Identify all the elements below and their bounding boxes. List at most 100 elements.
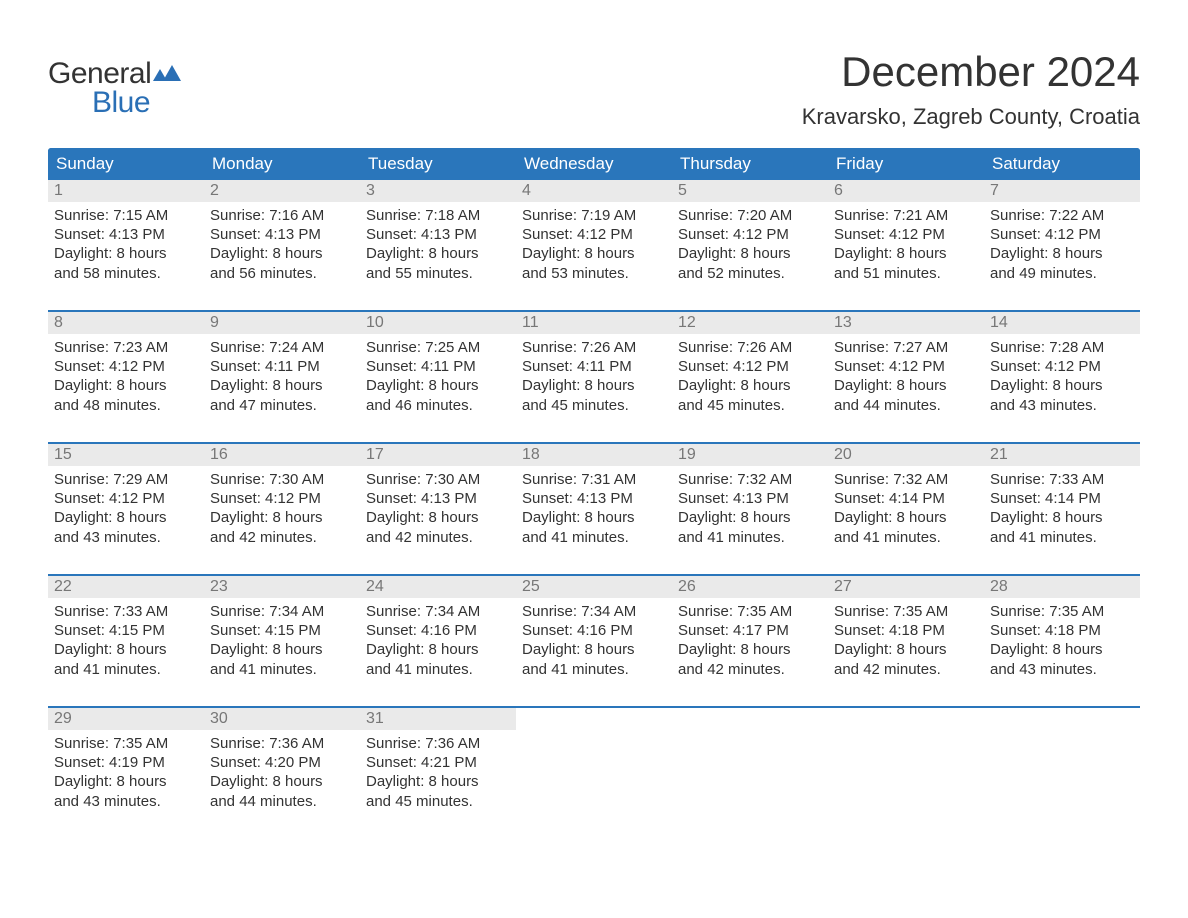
- day-sunset: Sunset: 4:12 PM: [678, 357, 822, 376]
- day-body: Sunrise: 7:15 AMSunset: 4:13 PMDaylight:…: [48, 202, 204, 289]
- day-cell: 22Sunrise: 7:33 AMSunset: 4:15 PMDayligh…: [48, 576, 204, 688]
- day-d2: and 41 minutes.: [522, 660, 666, 679]
- day-cell: [828, 708, 984, 820]
- day-d1: Daylight: 8 hours: [366, 508, 510, 527]
- day-d1: Daylight: 8 hours: [678, 508, 822, 527]
- week-row: 29Sunrise: 7:35 AMSunset: 4:19 PMDayligh…: [48, 706, 1140, 820]
- day-sunset: Sunset: 4:12 PM: [990, 357, 1134, 376]
- day-cell: 23Sunrise: 7:34 AMSunset: 4:15 PMDayligh…: [204, 576, 360, 688]
- day-d2: and 43 minutes.: [990, 396, 1134, 415]
- day-d2: and 55 minutes.: [366, 264, 510, 283]
- day-number: 19: [672, 444, 828, 466]
- day-d2: and 41 minutes.: [678, 528, 822, 547]
- day-d1: Daylight: 8 hours: [834, 376, 978, 395]
- day-body: Sunrise: 7:33 AMSunset: 4:15 PMDaylight:…: [48, 598, 204, 685]
- day-number: 4: [516, 180, 672, 202]
- day-cell: [672, 708, 828, 820]
- day-sunset: Sunset: 4:18 PM: [990, 621, 1134, 640]
- day-sunset: Sunset: 4:19 PM: [54, 753, 198, 772]
- dow-cell: Thursday: [672, 148, 828, 180]
- day-sunrise: Sunrise: 7:35 AM: [678, 602, 822, 621]
- day-d1: Daylight: 8 hours: [834, 640, 978, 659]
- weeks-container: 1Sunrise: 7:15 AMSunset: 4:13 PMDaylight…: [48, 180, 1140, 820]
- day-d2: and 43 minutes.: [54, 528, 198, 547]
- day-number: 16: [204, 444, 360, 466]
- day-cell: 18Sunrise: 7:31 AMSunset: 4:13 PMDayligh…: [516, 444, 672, 556]
- day-d1: Daylight: 8 hours: [990, 508, 1134, 527]
- day-sunrise: Sunrise: 7:30 AM: [366, 470, 510, 489]
- location-subtitle: Kravarsko, Zagreb County, Croatia: [802, 104, 1140, 130]
- day-body: Sunrise: 7:36 AMSunset: 4:20 PMDaylight:…: [204, 730, 360, 817]
- day-number: 15: [48, 444, 204, 466]
- day-number: 17: [360, 444, 516, 466]
- day-d1: Daylight: 8 hours: [366, 640, 510, 659]
- day-sunset: Sunset: 4:11 PM: [366, 357, 510, 376]
- day-body: Sunrise: 7:36 AMSunset: 4:21 PMDaylight:…: [360, 730, 516, 817]
- day-body: Sunrise: 7:35 AMSunset: 4:17 PMDaylight:…: [672, 598, 828, 685]
- day-d1: Daylight: 8 hours: [990, 244, 1134, 263]
- day-number: 5: [672, 180, 828, 202]
- day-d1: Daylight: 8 hours: [678, 244, 822, 263]
- day-number: 25: [516, 576, 672, 598]
- day-sunrise: Sunrise: 7:35 AM: [54, 734, 198, 753]
- day-sunrise: Sunrise: 7:15 AM: [54, 206, 198, 225]
- day-number: 31: [360, 708, 516, 730]
- day-body: Sunrise: 7:35 AMSunset: 4:19 PMDaylight:…: [48, 730, 204, 817]
- day-number: 13: [828, 312, 984, 334]
- week-row: 15Sunrise: 7:29 AMSunset: 4:12 PMDayligh…: [48, 442, 1140, 556]
- day-body: Sunrise: 7:21 AMSunset: 4:12 PMDaylight:…: [828, 202, 984, 289]
- logo-word-blue: Blue: [48, 89, 181, 118]
- day-body: Sunrise: 7:34 AMSunset: 4:16 PMDaylight:…: [516, 598, 672, 685]
- day-sunrise: Sunrise: 7:23 AM: [54, 338, 198, 357]
- day-d1: Daylight: 8 hours: [678, 640, 822, 659]
- day-sunset: Sunset: 4:12 PM: [834, 225, 978, 244]
- day-body: Sunrise: 7:30 AMSunset: 4:13 PMDaylight:…: [360, 466, 516, 553]
- day-d1: Daylight: 8 hours: [990, 640, 1134, 659]
- day-body: Sunrise: 7:25 AMSunset: 4:11 PMDaylight:…: [360, 334, 516, 421]
- day-body: Sunrise: 7:31 AMSunset: 4:13 PMDaylight:…: [516, 466, 672, 553]
- calendar-page: General Blue December 2024 Kravarsko, Za…: [0, 0, 1188, 820]
- dow-cell: Monday: [204, 148, 360, 180]
- day-body: Sunrise: 7:28 AMSunset: 4:12 PMDaylight:…: [984, 334, 1140, 421]
- day-sunset: Sunset: 4:21 PM: [366, 753, 510, 772]
- day-cell: 8Sunrise: 7:23 AMSunset: 4:12 PMDaylight…: [48, 312, 204, 424]
- day-body: Sunrise: 7:32 AMSunset: 4:14 PMDaylight:…: [828, 466, 984, 553]
- day-d2: and 44 minutes.: [210, 792, 354, 811]
- week-row: 8Sunrise: 7:23 AMSunset: 4:12 PMDaylight…: [48, 310, 1140, 424]
- day-body: Sunrise: 7:18 AMSunset: 4:13 PMDaylight:…: [360, 202, 516, 289]
- day-d1: Daylight: 8 hours: [522, 244, 666, 263]
- day-sunrise: Sunrise: 7:34 AM: [366, 602, 510, 621]
- day-number: 29: [48, 708, 204, 730]
- day-sunset: Sunset: 4:13 PM: [210, 225, 354, 244]
- day-cell: 4Sunrise: 7:19 AMSunset: 4:12 PMDaylight…: [516, 180, 672, 292]
- day-d2: and 42 minutes.: [366, 528, 510, 547]
- day-d1: Daylight: 8 hours: [366, 376, 510, 395]
- day-sunrise: Sunrise: 7:34 AM: [522, 602, 666, 621]
- day-cell: 14Sunrise: 7:28 AMSunset: 4:12 PMDayligh…: [984, 312, 1140, 424]
- day-body: Sunrise: 7:26 AMSunset: 4:12 PMDaylight:…: [672, 334, 828, 421]
- day-d2: and 51 minutes.: [834, 264, 978, 283]
- day-sunrise: Sunrise: 7:28 AM: [990, 338, 1134, 357]
- day-body: Sunrise: 7:33 AMSunset: 4:14 PMDaylight:…: [984, 466, 1140, 553]
- day-body: Sunrise: 7:23 AMSunset: 4:12 PMDaylight:…: [48, 334, 204, 421]
- day-sunset: Sunset: 4:13 PM: [54, 225, 198, 244]
- day-sunrise: Sunrise: 7:35 AM: [990, 602, 1134, 621]
- day-number: 7: [984, 180, 1140, 202]
- day-number: 26: [672, 576, 828, 598]
- day-sunrise: Sunrise: 7:27 AM: [834, 338, 978, 357]
- day-d2: and 53 minutes.: [522, 264, 666, 283]
- day-d1: Daylight: 8 hours: [54, 772, 198, 791]
- day-d1: Daylight: 8 hours: [522, 508, 666, 527]
- day-d1: Daylight: 8 hours: [54, 376, 198, 395]
- day-number: 18: [516, 444, 672, 466]
- day-sunset: Sunset: 4:15 PM: [54, 621, 198, 640]
- day-d2: and 56 minutes.: [210, 264, 354, 283]
- day-d2: and 41 minutes.: [990, 528, 1134, 547]
- day-d2: and 49 minutes.: [990, 264, 1134, 283]
- day-cell: 16Sunrise: 7:30 AMSunset: 4:12 PMDayligh…: [204, 444, 360, 556]
- dow-cell: Wednesday: [516, 148, 672, 180]
- day-body: Sunrise: 7:19 AMSunset: 4:12 PMDaylight:…: [516, 202, 672, 289]
- day-number: 11: [516, 312, 672, 334]
- day-d1: Daylight: 8 hours: [366, 772, 510, 791]
- day-number: 1: [48, 180, 204, 202]
